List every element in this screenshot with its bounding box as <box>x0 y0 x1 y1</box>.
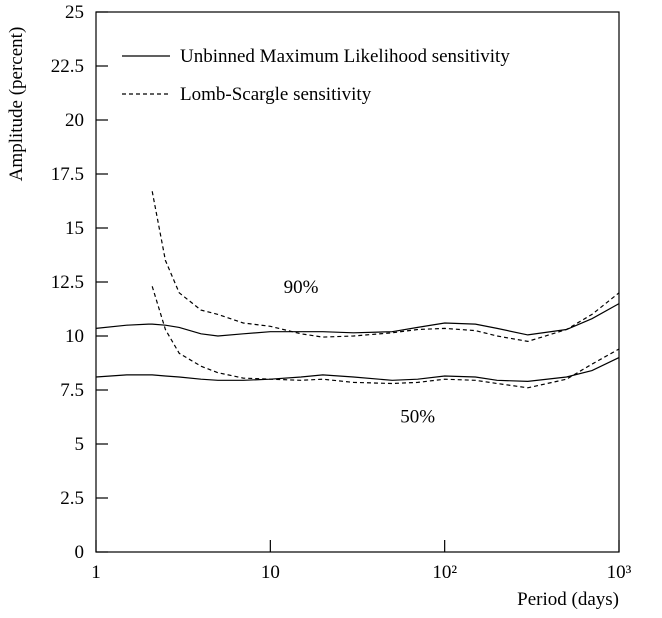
y-tick-label: 0 <box>75 542 85 563</box>
x-tick-label: 10 <box>261 562 280 583</box>
y-tick-label: 10 <box>65 326 84 347</box>
y-tick-label: 5 <box>75 434 85 455</box>
y-axis-label: Amplitude (percent) <box>6 27 27 182</box>
y-tick-label: 2.5 <box>60 488 84 509</box>
data-line <box>151 286 620 389</box>
legend-label: Lomb-Scargle sensitivity <box>180 84 372 105</box>
annotation: 50% <box>400 406 435 427</box>
y-tick-label: 20 <box>65 110 84 131</box>
y-tick-label: 12.5 <box>51 272 84 293</box>
x-tick-label: 10³ <box>607 562 632 583</box>
y-tick-label: 17.5 <box>51 164 84 185</box>
legend-label: Unbinned Maximum Likelihood sensitivity <box>180 46 510 67</box>
data-line <box>95 357 620 383</box>
data-line <box>95 303 620 337</box>
x-axis-label: Period (days) <box>517 589 619 610</box>
x-tick-label: 10² <box>432 562 457 583</box>
y-tick-label: 7.5 <box>60 380 84 401</box>
y-tick-label: 25 <box>65 2 84 23</box>
data-line <box>151 191 620 343</box>
y-tick-label: 22.5 <box>51 56 84 77</box>
annotation: 90% <box>284 277 319 298</box>
x-tick-label: 1 <box>91 562 101 583</box>
y-tick-label: 15 <box>65 218 84 239</box>
